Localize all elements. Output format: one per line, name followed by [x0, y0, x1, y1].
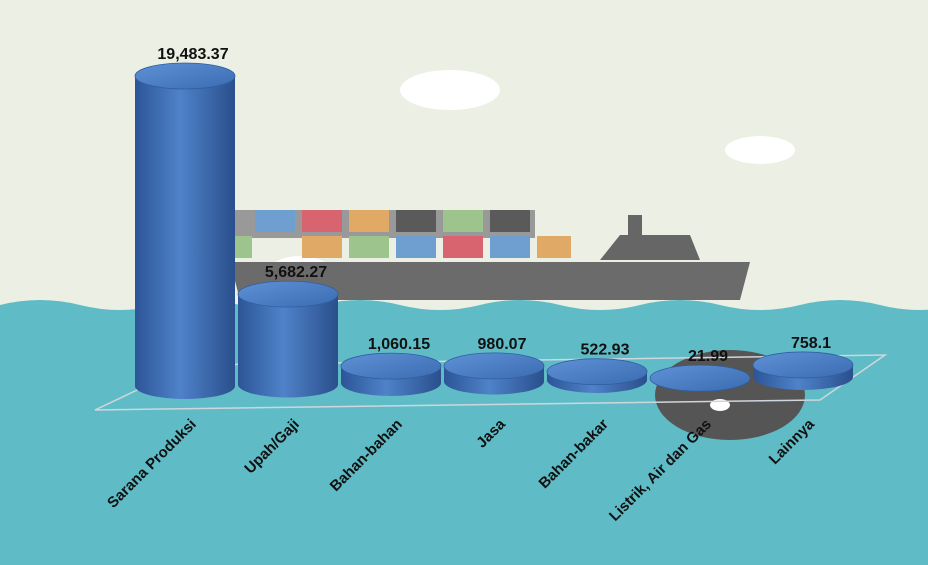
value-label: 19,483.37 [157, 46, 228, 63]
value-label: 1,060.15 [368, 336, 430, 353]
bar-top [340, 352, 442, 380]
value-label: 980.07 [478, 336, 527, 353]
bar-top [134, 62, 236, 90]
bar [547, 371, 647, 393]
value-label: 5,682.27 [265, 264, 327, 281]
bar [753, 364, 853, 390]
bar [444, 365, 544, 395]
bar-top [237, 280, 339, 308]
value-label: 21.99 [688, 348, 728, 365]
bar-top [752, 351, 854, 379]
bar-top [546, 358, 648, 386]
bar [341, 366, 441, 396]
value-label: 758.1 [791, 335, 831, 352]
bar-top [443, 352, 545, 380]
bar [135, 76, 235, 399]
value-label: 522.93 [581, 342, 630, 359]
bar-top [649, 364, 751, 392]
bar [238, 294, 338, 398]
